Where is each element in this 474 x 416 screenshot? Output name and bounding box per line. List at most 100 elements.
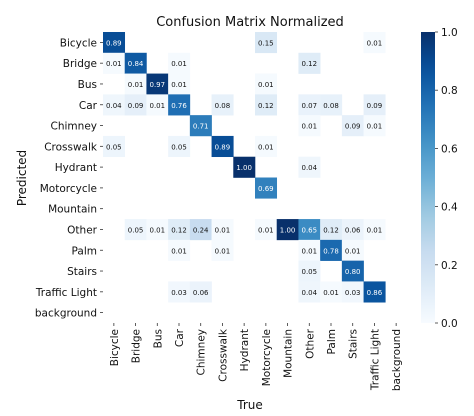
heatmap-cell [233, 156, 256, 178]
y-tick-label: background [35, 308, 97, 320]
heatmap-cell [341, 219, 364, 241]
cell-value-label: 0.03 [345, 289, 361, 297]
heatmap-cell [363, 32, 386, 54]
cell-value-label: 0.06 [345, 226, 361, 234]
x-tick-label: Hydrant [239, 329, 251, 371]
heatmap-cell [168, 94, 191, 116]
y-tick-label: Palm [72, 245, 97, 257]
heatmap-cell [211, 135, 234, 158]
y-tick-label: Motorcycle [40, 183, 97, 195]
x-tick-label: Motorcycle [261, 329, 273, 386]
cell-value-label: 0.08 [323, 102, 339, 110]
heatmap-cell [298, 219, 321, 241]
cell-value-label: 0.01 [149, 102, 165, 110]
cell-value-label: 0.71 [193, 123, 209, 131]
heatmap-cell [146, 73, 169, 95]
heatmap-cell [320, 239, 343, 261]
cell-value-label: 0.89 [106, 39, 122, 47]
x-tick-label: Other [304, 328, 316, 358]
cell-value-label: 0.05 [301, 268, 317, 276]
cell-value-label: 0.01 [149, 226, 165, 234]
cell-value-label: 0.01 [367, 123, 383, 131]
heatmap-cell [103, 135, 126, 158]
colorbar [421, 32, 435, 323]
cell-value-label: 0.01 [345, 247, 361, 255]
cell-value-label: 0.01 [215, 226, 231, 234]
x-tick-label: Crosswalk [217, 328, 229, 382]
x-tick-label: Stairs [348, 329, 360, 359]
heatmap-cell [255, 73, 278, 95]
colorbar-tick-label: 0.0 [441, 318, 458, 330]
y-tick-labels: Bicycle Bridge Bus Car Chimney Crosswalk Hydra… [35, 37, 103, 320]
cell-value-label: 0.01 [106, 60, 122, 68]
cell-value-label: 0.09 [128, 102, 144, 110]
heatmap-cell [103, 32, 126, 54]
heatmap-cell [298, 115, 321, 137]
x-tick-label: Car [174, 328, 186, 347]
heatmap-cell [168, 52, 191, 74]
heatmap-cell [168, 73, 191, 95]
heatmap-cell [320, 94, 343, 116]
cell-value-label: 0.89 [215, 143, 231, 151]
cell-value-label: 0.01 [301, 247, 317, 255]
cell-value-label: 0.04 [106, 102, 122, 110]
cell-value-label: 0.01 [171, 60, 187, 68]
colorbar-ticks: 0.0 0.2 0.4 0.6 0.8 1.0 [435, 27, 458, 330]
heatmap-cell [255, 177, 278, 199]
heatmap-cell [168, 281, 191, 303]
heatmap-cell [320, 281, 343, 303]
cell-value-label: 0.84 [128, 60, 144, 68]
heatmap-cell [255, 32, 278, 54]
heatmap-cell [298, 94, 321, 116]
y-axis-label: Predicted [15, 150, 29, 206]
cell-value-label: 0.01 [367, 226, 383, 234]
cell-value-label: 0.01 [215, 247, 231, 255]
x-tick-label: Traffic Light [369, 329, 381, 391]
cell-value-label: 0.01 [323, 289, 339, 297]
heatmap-cell [341, 281, 364, 303]
cell-value-label: 1.00 [280, 226, 296, 234]
heatmap-cell [298, 281, 321, 303]
heatmap-cell [146, 219, 169, 241]
cell-value-label: 0.05 [106, 143, 122, 151]
heatmap-cell [211, 219, 234, 241]
cell-value-label: 0.01 [258, 143, 274, 151]
cell-value-label: 0.86 [367, 289, 383, 297]
heatmap-cell [298, 52, 321, 74]
heatmap-cell [341, 115, 364, 137]
y-tick-label: Bus [78, 79, 97, 91]
heatmap-cell [341, 239, 364, 261]
cell-value-label: 0.01 [171, 247, 187, 255]
heatmap-cell [320, 219, 343, 241]
heatmap-cell [146, 94, 169, 116]
y-tick-label: Hydrant [55, 162, 97, 174]
heatmap-cell [189, 115, 212, 137]
heatmap-cells: 0.89 0.15 0.01 0.01 0.84 0.01 0.12 0.01 0.97 0.01… [103, 32, 386, 303]
y-tick-label: Stairs [67, 266, 97, 278]
cell-value-label: 0.04 [301, 164, 317, 172]
cell-value-label: 0.03 [171, 289, 187, 297]
cell-value-label: 0.12 [258, 102, 274, 110]
cell-value-label: 0.12 [323, 226, 339, 234]
cell-value-label: 0.07 [301, 102, 317, 110]
cell-value-label: 0.78 [323, 247, 339, 255]
heatmap-cell [363, 115, 386, 137]
y-tick-label: Other [67, 224, 97, 236]
cell-value-label: 0.04 [301, 289, 317, 297]
heatmap-cell [124, 94, 147, 116]
heatmap-cell [276, 219, 299, 241]
cell-value-label: 0.05 [171, 143, 187, 151]
y-tick-label: Bridge [63, 58, 97, 70]
heatmap-cell [211, 239, 234, 261]
cell-value-label: 0.15 [258, 39, 274, 47]
cell-value-label: 0.08 [215, 102, 231, 110]
heatmap-cell [298, 156, 321, 178]
x-tick-label: Chimney [196, 329, 208, 375]
y-tick-label: Traffic Light [35, 287, 97, 299]
cell-value-label: 0.80 [345, 268, 361, 276]
colorbar-tick-label: 0.4 [441, 202, 458, 214]
heatmap-cell [124, 73, 147, 95]
cell-value-label: 0.12 [301, 60, 317, 68]
y-tick-label: Mountain [48, 204, 97, 216]
heatmap-cell [168, 135, 191, 158]
